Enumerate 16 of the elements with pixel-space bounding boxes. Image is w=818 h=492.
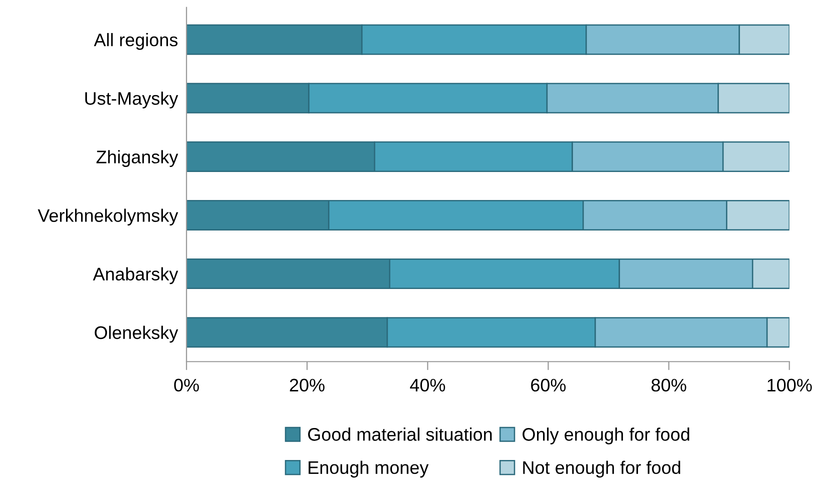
y-tick-label: Ust-Maysky xyxy=(85,92,178,108)
y-tick-label: All regions xyxy=(94,33,178,50)
legend-label: Enough money xyxy=(308,460,429,478)
y-tick-label: Verkhnekolymsky xyxy=(38,208,178,226)
y-tick-label: Anabarsky xyxy=(92,267,178,284)
x-tick-label: 80% xyxy=(652,378,686,392)
x-tick-label: 20% xyxy=(290,378,325,392)
legend-label: Good material situation xyxy=(308,428,492,441)
legend-label: Only enough for food xyxy=(522,428,690,444)
x-tick-label: 100% xyxy=(768,378,812,392)
x-tick-label: 0% xyxy=(174,378,199,392)
y-tick-label: Oleneksky xyxy=(94,326,178,343)
x-tick-label: 60% xyxy=(531,378,566,392)
legend-label: Not enough for food xyxy=(523,460,680,478)
y-tick-label: Zhigansky xyxy=(96,150,178,167)
x-tick-label: 40% xyxy=(410,378,446,392)
